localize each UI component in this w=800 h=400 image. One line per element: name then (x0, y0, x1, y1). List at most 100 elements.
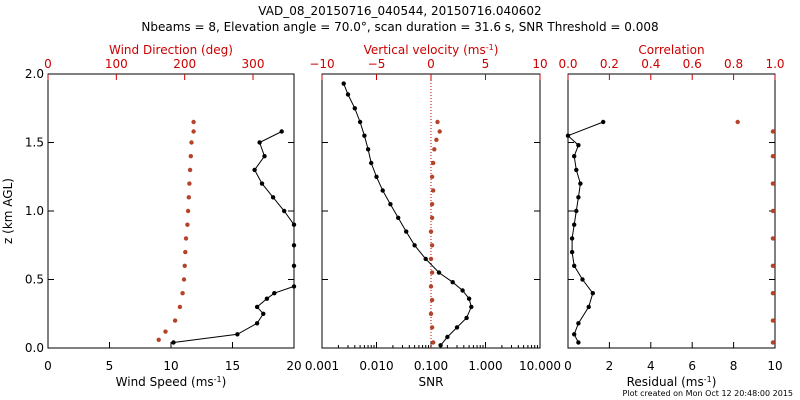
top-tick-label: 0 (44, 57, 52, 71)
data-point (770, 291, 776, 296)
data-point (412, 243, 417, 248)
data-point (345, 92, 351, 97)
data-point (262, 154, 267, 159)
bottom-tick-label: 10 (163, 359, 178, 373)
y-axis-label: z (km AGL) (1, 178, 15, 244)
data-point (171, 340, 176, 345)
data-point (431, 160, 436, 166)
data-point (282, 208, 287, 214)
data-point (586, 304, 591, 310)
data-point (429, 297, 435, 303)
wind-panel: 0 5 10 15 20 Wind Speed (ms-1) 0 100 200 300 Wind … (1, 43, 302, 389)
data-point (770, 181, 776, 186)
data-point (235, 332, 240, 337)
bottom-tick-label: 8 (730, 359, 738, 373)
series-snr (341, 81, 474, 348)
data-point (580, 277, 585, 282)
data-point (357, 119, 363, 125)
top-tick-label: 300 (242, 57, 265, 71)
data-point (177, 304, 183, 310)
correlation-panel: 0 2 4 6 8 10 Residual (ms-1) 0.0 0.2 0.4 0.6 0.8 1.0… (558, 43, 784, 389)
data-point (291, 263, 297, 268)
data-point (428, 229, 434, 234)
data-point (572, 154, 577, 159)
data-point (429, 202, 435, 207)
bottom-tick-label: 0.001 (305, 359, 339, 373)
data-point (272, 291, 277, 296)
bottom-tick-label: 2 (606, 359, 614, 373)
data-point (182, 263, 187, 268)
data-point (388, 202, 393, 207)
data-point (601, 119, 606, 125)
data-point (429, 270, 435, 275)
plot-frame (567, 73, 776, 349)
bottom-tick-label: 10 (767, 359, 782, 373)
series-correlation (735, 119, 776, 345)
data-point (279, 129, 284, 134)
y-tick-label: 2.0 (25, 67, 44, 81)
data-point (576, 321, 581, 326)
data-point (429, 174, 435, 179)
bottom-tick-label: 0 (564, 359, 572, 373)
data-point (770, 236, 776, 241)
data-point (156, 337, 161, 342)
data-point (291, 284, 297, 289)
data-point (172, 318, 178, 323)
data-point (770, 263, 776, 268)
data-point (374, 174, 379, 179)
data-point (572, 222, 577, 227)
top-tick-label: 0.6 (683, 57, 702, 71)
data-point (396, 215, 401, 220)
y-tick-label: 1.5 (25, 136, 44, 150)
data-point (365, 147, 371, 152)
data-point (436, 270, 442, 275)
top-axis-label: Vertical velocity (ms-1) (364, 43, 499, 58)
bottom-tick-label: 15 (225, 359, 240, 373)
bottom-tick-label: 0 (44, 359, 52, 373)
data-point (454, 325, 460, 330)
top-tick-label: 0 (427, 57, 435, 71)
top-tick-label: 0.2 (600, 57, 619, 71)
data-point (578, 181, 583, 186)
plot-frame (321, 73, 541, 349)
data-point (188, 154, 193, 159)
data-point (770, 318, 776, 323)
data-point (429, 215, 435, 220)
data-point (362, 133, 367, 138)
data-point (264, 296, 270, 301)
data-point (257, 140, 262, 145)
data-point (429, 325, 435, 330)
top-tick-label: 5 (482, 57, 490, 71)
data-point (254, 304, 260, 310)
data-point (259, 181, 265, 186)
data-point (770, 129, 776, 134)
data-point (572, 263, 577, 268)
top-tick-label: −5 (368, 57, 386, 71)
bottom-axis-label: SNR (419, 375, 444, 389)
top-tick-label: 200 (173, 57, 196, 71)
top-tick-label: 10 (532, 57, 547, 71)
data-point (369, 160, 374, 166)
data-point (380, 188, 385, 193)
data-point (163, 329, 168, 334)
bottom-tick-label: 4 (647, 359, 655, 373)
series-wind-speed (171, 129, 297, 345)
data-point (590, 291, 595, 296)
data-point (572, 332, 577, 337)
data-point (270, 195, 276, 200)
data-point (185, 222, 190, 227)
top-tick-label: 1.0 (765, 57, 784, 71)
y-tick-label: 1.0 (25, 204, 44, 218)
data-point (438, 343, 443, 348)
data-point (191, 119, 196, 125)
plot-created-note: Plot created on Mon Oct 12 20:48:00 2015 (623, 389, 793, 398)
data-point (186, 195, 191, 200)
snr-panel: 0.001 0.010 0.100 1.000 10.000 SNR −10 −5 0 5 10 Ve… (305, 43, 561, 390)
data-point (428, 256, 434, 262)
data-point (185, 208, 191, 214)
data-point (291, 222, 297, 227)
bottom-tick-label: 0.010 (359, 359, 393, 373)
data-point (770, 208, 776, 214)
data-point (432, 147, 437, 152)
data-point (431, 340, 436, 345)
